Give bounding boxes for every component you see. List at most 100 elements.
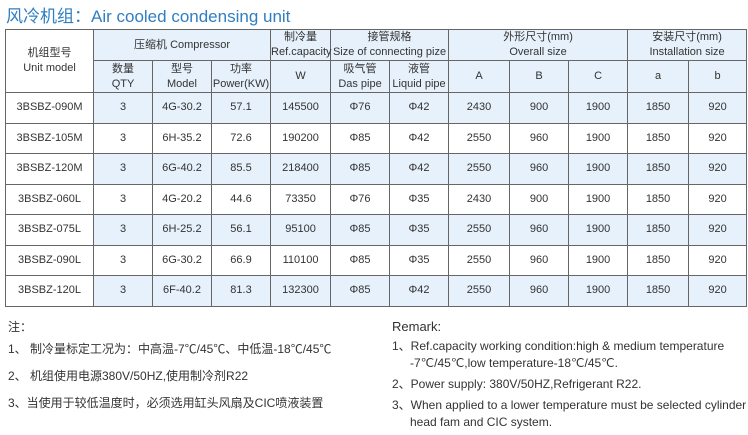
header-compressor: 压缩机 Compressor [92, 29, 272, 61]
table-cell: 960 [509, 153, 570, 185]
table-cell: 6H-25.2 [152, 214, 212, 246]
table-cell: Φ85 [330, 214, 391, 246]
table-cell: 3 [93, 244, 153, 276]
table-cell: 960 [509, 275, 570, 307]
table-cell: 56.1 [210, 214, 272, 246]
page-title: 风冷机组：Air cooled condensing unit [6, 7, 291, 26]
table-cell: 920 [688, 214, 748, 246]
table-cell: 3 [93, 153, 153, 185]
table-cell: 2550 [448, 214, 511, 246]
notes-cn-item: 2、 机组使用电源380V/50HZ,使用制冷剂R22 [8, 369, 249, 383]
table-row: 3BSBZ-120M 3 6G-40.2 85.5 218400 Φ85 Φ42 2550 96… [5, 153, 748, 185]
table-cell: 3BSBZ-090M [5, 92, 94, 124]
table-cell: 1900 [568, 183, 629, 215]
table-cell: 1900 [568, 122, 629, 154]
table-row: 3BSBZ-075L 3 6H-25.2 56.1 95100 Φ85 Φ35 2550 960… [5, 214, 748, 246]
header-w: W [270, 60, 332, 93]
table-cell: 4G-20.2 [152, 183, 212, 215]
table-cell: Φ35 [389, 214, 450, 246]
table-cell: 1900 [568, 153, 629, 185]
table-cell: 1850 [627, 275, 690, 307]
table-cell: 3BSBZ-120M [5, 153, 94, 185]
header-pipe: 接管规格 Size of connecting pize [330, 29, 450, 61]
table-cell: 4G-30.2 [152, 92, 212, 124]
table-cell: 3BSBZ-105M [5, 122, 94, 154]
table-cell: 73350 [270, 183, 332, 215]
table-cell: 72.6 [210, 122, 272, 154]
table-cell: 66.9 [210, 244, 272, 276]
table-cell: 1850 [627, 183, 690, 215]
table-cell: 900 [509, 92, 570, 124]
table-cell: 1850 [627, 214, 690, 246]
table-cell: 6G-40.2 [152, 153, 212, 185]
table-cell: Φ42 [389, 275, 450, 307]
table-cell: 920 [688, 183, 748, 215]
table-cell: 1850 [627, 92, 690, 124]
table-cell: Φ42 [389, 153, 450, 185]
table-cell: 920 [688, 92, 748, 124]
notes-en-title: Remark: [392, 319, 442, 334]
header-unit-model: 机组型号 Unit model [5, 29, 94, 93]
table-row: 3BSBZ-060L 3 4G-20.2 44.6 73350 Φ76 Φ35 2430 900… [5, 183, 748, 215]
notes-en: Remark: 1、Ref.capacity working condition… [392, 316, 748, 435]
table-cell: 57.1 [210, 92, 272, 124]
table-cell: 920 [688, 244, 748, 276]
table-row: 3BSBZ-090M 3 4G-30.2 57.1 145500 Φ76 Φ42 2430 90… [5, 92, 748, 124]
table-cell: 960 [509, 244, 570, 276]
table-cell: 1850 [627, 122, 690, 154]
header-c-upper: C [568, 60, 629, 93]
table-cell: 6H-35.2 [152, 122, 212, 154]
table-cell: 3BSBZ-090L [5, 244, 94, 276]
table-cell: 3BSBZ-075L [5, 214, 94, 246]
table-cell: 1900 [568, 92, 629, 124]
table-cell: 2430 [448, 183, 511, 215]
header-das: 吸气管 Das pipe [330, 60, 391, 93]
table-cell: Φ42 [389, 92, 450, 124]
header-power: 功率 Power(KW) [210, 60, 272, 93]
table-cell: Φ85 [330, 122, 391, 154]
table-cell: Φ76 [330, 92, 391, 124]
table-cell: 1850 [627, 244, 690, 276]
header-qty: 数量 QTY [93, 60, 153, 93]
table-cell: 3 [93, 214, 153, 246]
table-cell: 2550 [448, 153, 511, 185]
header-model: 型号 Model [152, 60, 212, 93]
table-cell: 900 [509, 183, 570, 215]
table-cell: 960 [509, 122, 570, 154]
table-cell: 3BSBZ-120L [5, 275, 94, 307]
notes-cn-title: 注： [8, 320, 33, 334]
table-cell: 81.3 [210, 275, 272, 307]
notes-en-item: 2、Power supply: 380V/50HZ,Refrigerant R2… [392, 377, 642, 391]
table-cell: 3 [93, 183, 153, 215]
table-cell: 3 [93, 92, 153, 124]
table-cell: 145500 [270, 92, 332, 124]
table-cell: 3 [93, 275, 153, 307]
table-cell: Φ76 [330, 183, 391, 215]
table-cell: 2550 [448, 244, 511, 276]
notes-cn-item: 3、当使用于较低温度时，必须选用缸头风扇及CIC喷液装置 [8, 396, 324, 410]
header-overall: 外形尺寸(mm) Overall size [448, 29, 629, 61]
table-cell: 190200 [270, 122, 332, 154]
table-cell: 1900 [568, 214, 629, 246]
header-capacity: 制冷量 Ref.capacity [270, 29, 332, 61]
table-row: 3BSBZ-090L 3 6G-30.2 66.9 110100 Φ85 Φ35 2550 96… [5, 244, 748, 276]
table-cell: Φ42 [389, 122, 450, 154]
table-cell: 1850 [627, 153, 690, 185]
table-cell: 2550 [448, 122, 511, 154]
table-cell: Φ35 [389, 183, 450, 215]
notes-en-item: 3、When applied to a lower temperature mu… [392, 398, 747, 429]
table-row: 3BSBZ-105M 3 6H-35.2 72.6 190200 Φ85 Φ42 2550 96… [5, 122, 748, 154]
table-cell: Φ35 [389, 244, 450, 276]
table-cell: 6F-40.2 [152, 275, 212, 307]
header-a-lower: a [627, 60, 690, 93]
notes-cn: 注： 1、 制冷量标定工况为：中高温-7℃/45℃、中低温-18℃/45℃ 2、… [8, 316, 331, 419]
table-cell: 1900 [568, 275, 629, 307]
table-cell: 132300 [270, 275, 332, 307]
table-cell: 95100 [270, 214, 332, 246]
table-cell: Φ85 [330, 275, 391, 307]
table-cell: 960 [509, 214, 570, 246]
table-cell: 6G-30.2 [152, 244, 212, 276]
table-cell: 2550 [448, 275, 511, 307]
header-b-upper: B [509, 60, 570, 93]
table-cell: Φ85 [330, 244, 391, 276]
